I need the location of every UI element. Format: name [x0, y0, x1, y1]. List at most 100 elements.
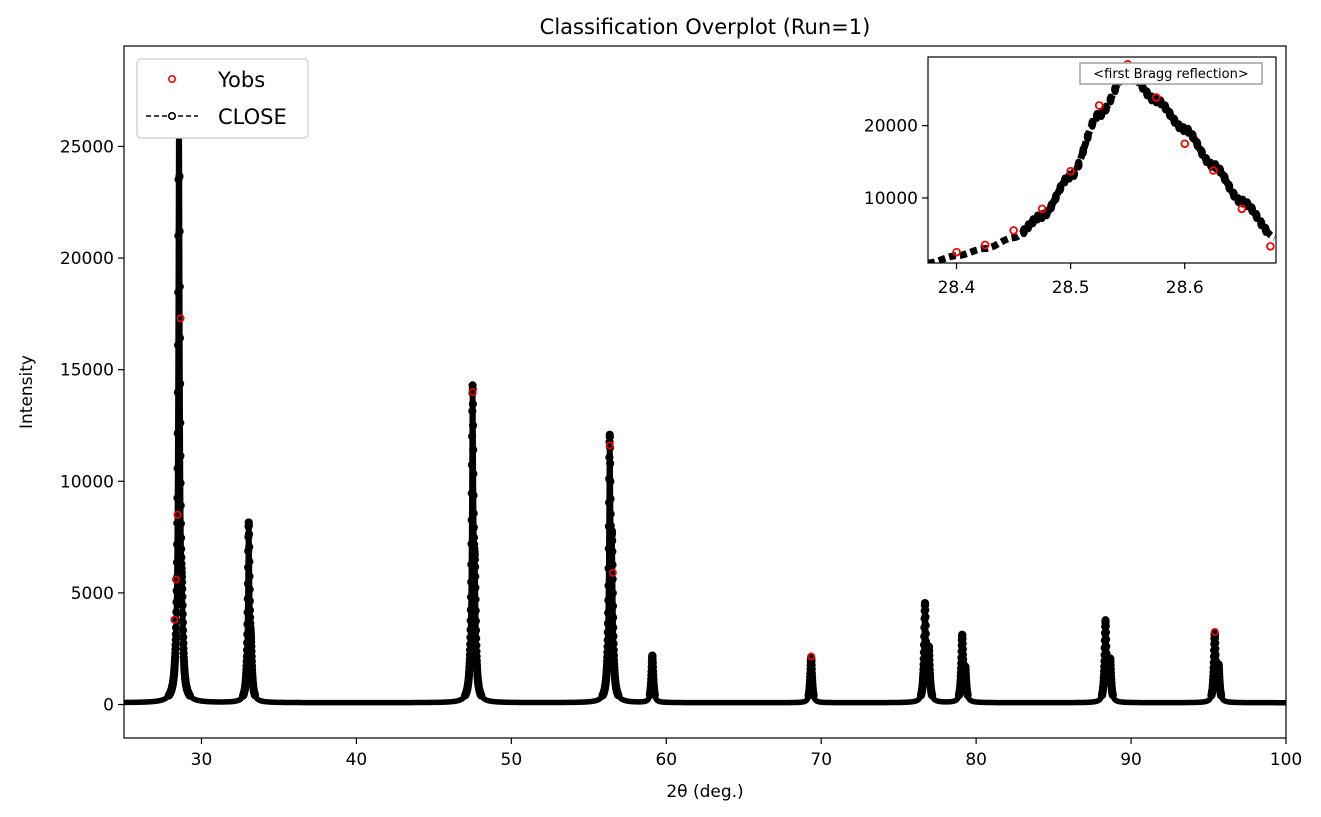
inset-yobs-point [1237, 204, 1247, 214]
close-point [176, 519, 185, 528]
close-point [173, 493, 182, 503]
close-point [606, 477, 615, 486]
inset-yobs-point [1266, 242, 1275, 251]
inset-close-point [1193, 138, 1202, 151]
close-point [469, 445, 478, 454]
inset-close-point [1047, 200, 1056, 213]
inset-close-point [1261, 223, 1270, 236]
close-point [177, 544, 186, 554]
close-point [608, 560, 617, 569]
inset-close-point [1079, 145, 1088, 158]
close-point [1108, 691, 1117, 700]
close-point [921, 629, 930, 638]
inset-yobs-point [1151, 93, 1161, 102]
close-series-line [124, 80, 1286, 706]
close-point [921, 612, 930, 622]
inset-y-axis: 10000 20000 [864, 117, 928, 209]
x-tick-label: 40 [346, 750, 368, 770]
close-point [467, 578, 476, 587]
legend-yobs-label: Yobs [217, 68, 265, 92]
inset-yobs-point [1208, 166, 1218, 175]
close-point [608, 601, 618, 611]
close-point [604, 596, 613, 605]
close-point [604, 581, 613, 590]
close-point [467, 460, 477, 469]
close-point [1216, 691, 1226, 700]
yobs-point [468, 387, 477, 396]
x-tick-label: 30 [191, 750, 213, 770]
chart-title: Classification Overplot (Run=1) [540, 15, 871, 39]
close-point [471, 595, 480, 604]
close-point [469, 523, 478, 532]
inset-close-point [1106, 93, 1115, 106]
x-axis-label: 2θ (deg.) [666, 782, 743, 802]
close-point [471, 606, 480, 615]
inset-close-point [1225, 180, 1234, 193]
inset-close-point [1088, 117, 1097, 130]
close-point [185, 691, 194, 700]
yobs-point [1210, 627, 1219, 636]
inset-plot-background [928, 57, 1276, 263]
close-point [1102, 635, 1111, 644]
close-point [603, 619, 613, 628]
close-point [468, 399, 478, 409]
close-point [178, 592, 187, 601]
y-tick-label: 0 [103, 696, 114, 716]
inset-y-tick-label: 20000 [864, 117, 918, 137]
y-tick-label: 15000 [60, 361, 114, 381]
inset-close-point [1056, 182, 1065, 195]
close-point [245, 585, 254, 594]
close-point [650, 690, 659, 700]
close-point [173, 341, 183, 350]
y-tick-label: 20000 [60, 249, 114, 269]
close-point [176, 533, 186, 543]
inset-yobs-point [1009, 226, 1018, 235]
close-point [245, 596, 254, 606]
x-tick-label: 70 [810, 750, 832, 770]
close-point [173, 429, 182, 438]
yobs-point [170, 615, 179, 624]
close-point [175, 379, 185, 388]
close-point [469, 509, 478, 518]
inset-close-point [1111, 83, 1120, 96]
close-point [469, 491, 478, 500]
close-point [469, 469, 478, 478]
close-point [604, 608, 613, 617]
close-point [175, 172, 184, 181]
legend-yobs-marker [168, 75, 177, 84]
close-point [171, 623, 181, 632]
yobs-point [176, 314, 185, 323]
inset-annotation-box [1079, 62, 1263, 85]
close-point [469, 533, 479, 542]
close-point [1101, 628, 1111, 637]
close-point [921, 605, 930, 614]
close-point [471, 616, 480, 626]
close-point [178, 626, 188, 635]
inset-x-axis: 28.4 28.5 28.6 [938, 263, 1204, 298]
close-point [609, 632, 618, 641]
close-point [178, 584, 187, 593]
yobs-point [608, 568, 617, 577]
close-point [609, 623, 618, 632]
close-point [603, 628, 612, 637]
x-tick-label: 100 [1270, 750, 1302, 770]
y-tick-label: 10000 [60, 472, 114, 492]
close-point [609, 613, 618, 622]
close-point [1102, 642, 1111, 651]
inset-yobs-point [1037, 204, 1047, 214]
y-axis-label: Intensity [17, 355, 37, 429]
inset-x-tick-label: 28.4 [938, 278, 976, 298]
close-point [250, 691, 260, 700]
close-point [963, 690, 972, 700]
close-point [468, 432, 477, 441]
close-point [245, 557, 254, 566]
close-point [467, 515, 476, 525]
close-point [809, 691, 818, 700]
close-point [244, 521, 253, 530]
close-point [176, 501, 185, 510]
close-point [175, 227, 184, 236]
inset-plot: <first Bragg reflection> 28.4 28.5 28.6 10… [864, 56, 1277, 298]
inset-yobs-point [1066, 166, 1075, 176]
close-point [606, 459, 615, 468]
